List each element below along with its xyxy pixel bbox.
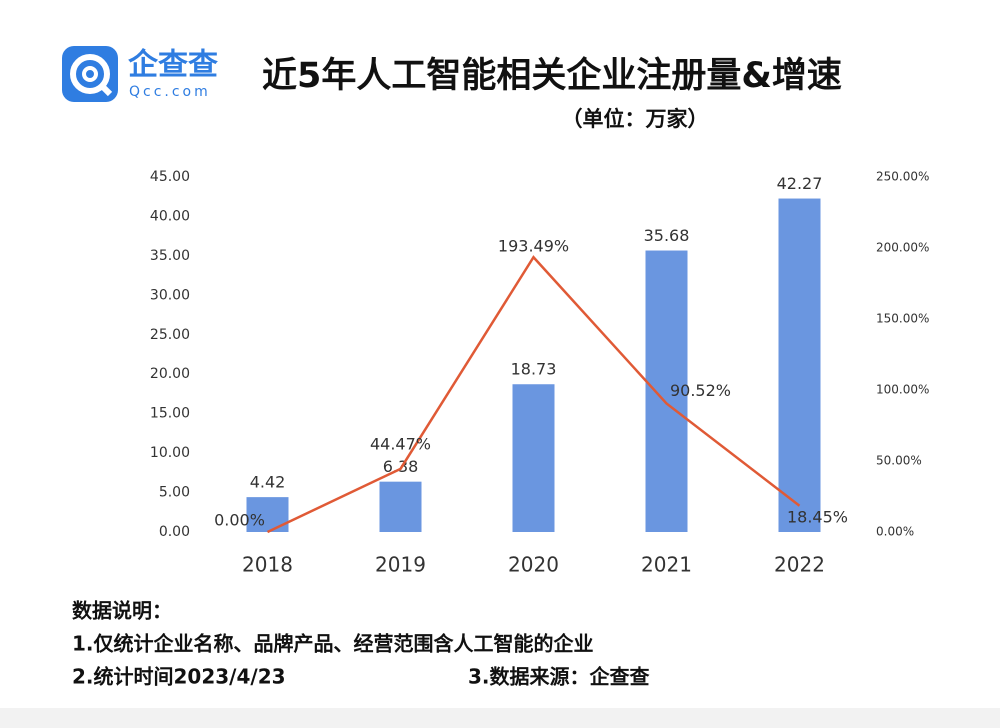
y-tick-label: 0.00 (159, 524, 190, 540)
logo-icon (62, 46, 118, 102)
line-value-label: 18.45% (787, 507, 848, 526)
logo-text: 企查查 (128, 48, 218, 83)
y2-tick-label: 250.00% (876, 170, 929, 184)
x-tick-label: 2020 (508, 553, 559, 577)
logo-sub: Qcc.com (129, 84, 211, 100)
y2-tick-label: 50.00% (876, 454, 922, 468)
x-tick-label: 2021 (641, 553, 692, 577)
bar-value-label: 4.42 (250, 473, 286, 492)
x-tick-label: 2018 (242, 553, 293, 577)
chart-title: 近5年人工智能相关企业注册量&增速 (262, 55, 842, 96)
bar (778, 198, 821, 532)
line-value-label: 193.49% (498, 237, 569, 256)
bar-value-label: 35.68 (644, 226, 690, 245)
line-value-label: 44.47% (370, 434, 431, 453)
y-tick-label: 45.00 (150, 169, 190, 185)
line-value-label: 0.00% (214, 511, 265, 530)
y-tick-label: 15.00 (150, 406, 190, 422)
y-tick-label: 5.00 (159, 485, 190, 501)
y-tick-label: 35.00 (150, 248, 190, 264)
x-tick-label: 2022 (774, 553, 825, 577)
y2-tick-label: 150.00% (876, 312, 929, 326)
y-tick-label: 40.00 (150, 208, 190, 224)
bar (379, 481, 422, 532)
note: 3.数据来源：企查查 (468, 665, 650, 689)
bar (645, 250, 688, 532)
note: 数据说明： (72, 599, 172, 623)
bottom-band (0, 708, 1000, 728)
note: 1.仅统计企业名称、品牌产品、经营范围含人工智能的企业 (72, 632, 594, 656)
bar-value-label: 42.27 (777, 174, 823, 193)
chart-subtitle: （单位：万家） (562, 107, 709, 131)
line-value-label: 90.52% (670, 381, 731, 400)
bar-value-label: 18.73 (511, 360, 557, 379)
note: 2.统计时间2023/4/23 (72, 665, 286, 689)
x-tick-label: 2019 (375, 553, 426, 577)
bar (512, 384, 555, 532)
y-tick-label: 20.00 (150, 366, 190, 382)
y-tick-label: 25.00 (150, 327, 190, 343)
y2-tick-label: 0.00% (876, 525, 914, 539)
y2-tick-label: 200.00% (876, 241, 929, 255)
line (266, 255, 801, 534)
y-tick-label: 30.00 (150, 287, 190, 303)
y-tick-label: 10.00 (150, 445, 190, 461)
y2-tick-label: 100.00% (876, 383, 929, 397)
